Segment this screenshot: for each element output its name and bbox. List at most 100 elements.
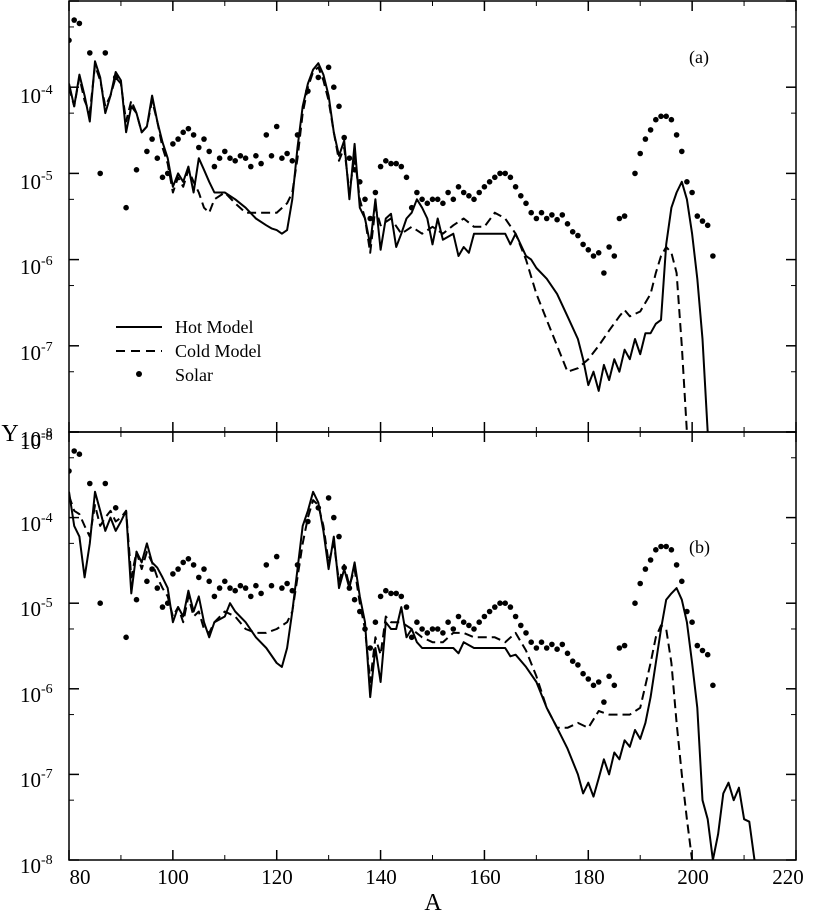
solar-point	[377, 593, 384, 600]
y-tick-label: 10-4	[20, 83, 53, 108]
y-tick-label: 10-6	[20, 254, 53, 279]
solar-point	[144, 578, 150, 585]
solar-point	[704, 651, 711, 658]
x-tick-label: 200	[677, 865, 709, 889]
solar-point	[419, 196, 425, 203]
solar-point	[216, 155, 223, 161]
solar-point	[268, 582, 275, 589]
solar-point	[580, 241, 586, 248]
solar-point	[248, 163, 254, 170]
x-tick-label: 220	[772, 865, 804, 889]
solar-point	[673, 132, 680, 138]
series-line-cold-model	[69, 495, 694, 860]
solar-point	[201, 136, 207, 142]
solar-point	[284, 580, 290, 587]
legend-entry-hot-model: Hot Model	[116, 317, 254, 337]
solar-point	[538, 639, 545, 645]
solar-point	[684, 179, 690, 185]
solar-point	[268, 153, 275, 159]
y-tick-label: 10-6	[20, 682, 53, 707]
solar-point	[471, 626, 477, 632]
solar-point	[538, 209, 545, 216]
solar-point	[647, 557, 654, 563]
solar-point	[196, 144, 202, 151]
solar-point	[112, 74, 119, 81]
solar-point	[294, 562, 301, 568]
solar-point	[211, 593, 218, 600]
solar-point	[383, 587, 389, 594]
panel-b-ticks	[68, 431, 797, 861]
solar-point	[175, 566, 181, 572]
x-tick-label: 180	[573, 865, 605, 889]
panel-a: (a) 10-4 10-5 10-6 10-7 10-8 Hot Model C…	[20, 0, 797, 451]
y-tick-label: 10-5	[20, 596, 53, 621]
solar-point	[653, 547, 659, 553]
solar-point	[460, 619, 467, 625]
solar-point	[621, 213, 628, 219]
solar-point	[69, 468, 72, 474]
legend-label-cold-model: Cold Model	[175, 341, 262, 361]
solar-point	[663, 113, 669, 120]
solar-point	[606, 244, 612, 250]
solar-point	[159, 174, 166, 181]
solar-point	[559, 641, 566, 648]
solar-point	[497, 170, 503, 177]
solar-point	[346, 585, 353, 591]
solar-point	[201, 566, 207, 572]
solar-point	[408, 204, 415, 211]
solar-point	[564, 650, 571, 657]
solar-point	[658, 543, 664, 550]
legend-label-hot-model: Hot Model	[175, 317, 254, 337]
solar-point	[248, 593, 254, 600]
solar-point	[450, 196, 457, 203]
legend-label-solar: Solar	[175, 365, 213, 385]
solar-point	[414, 189, 420, 196]
solar-point	[668, 547, 675, 553]
x-tick-label: 120	[261, 865, 293, 889]
solar-point	[481, 613, 488, 620]
panel-a-series	[69, 17, 716, 432]
y-tick-label: 10-8	[20, 429, 53, 454]
solar-point	[403, 604, 410, 610]
solar-point	[403, 174, 410, 181]
solar-point	[377, 163, 384, 170]
solar-point	[325, 64, 332, 71]
solar-point	[486, 179, 493, 185]
solar-point	[372, 619, 379, 625]
series-solar	[69, 17, 716, 276]
solar-point	[164, 600, 171, 606]
solar-point	[466, 193, 472, 199]
solar-point	[170, 141, 176, 147]
series-line-hot-model	[69, 490, 756, 860]
solar-point	[76, 451, 83, 458]
legend-entry-solar: Solar	[136, 365, 213, 385]
solar-point	[502, 600, 509, 606]
solar-point	[694, 642, 701, 649]
solar-point	[486, 608, 493, 615]
solar-point	[123, 634, 129, 641]
solar-point	[372, 189, 379, 196]
solar-point	[647, 127, 654, 133]
solar-point	[554, 216, 560, 223]
solar-point	[668, 116, 675, 123]
solar-point	[315, 74, 322, 81]
solar-point	[76, 20, 83, 27]
solar-point	[279, 155, 285, 161]
y-axis-title: Y	[1, 421, 18, 447]
solar-point	[424, 200, 431, 207]
solar-point	[149, 136, 155, 142]
solar-point	[164, 170, 171, 177]
solar-point	[637, 150, 643, 157]
solar-point	[159, 604, 166, 610]
solar-point	[123, 204, 129, 211]
solar-point	[367, 215, 374, 222]
solar-point	[632, 600, 638, 606]
solar-point	[180, 559, 186, 566]
solar-point	[362, 626, 368, 632]
solar-point	[357, 179, 363, 185]
solar-point	[601, 270, 607, 276]
solar-point	[87, 50, 93, 56]
series-solar	[69, 448, 716, 705]
solar-point	[154, 155, 161, 161]
solar-point	[149, 566, 155, 572]
